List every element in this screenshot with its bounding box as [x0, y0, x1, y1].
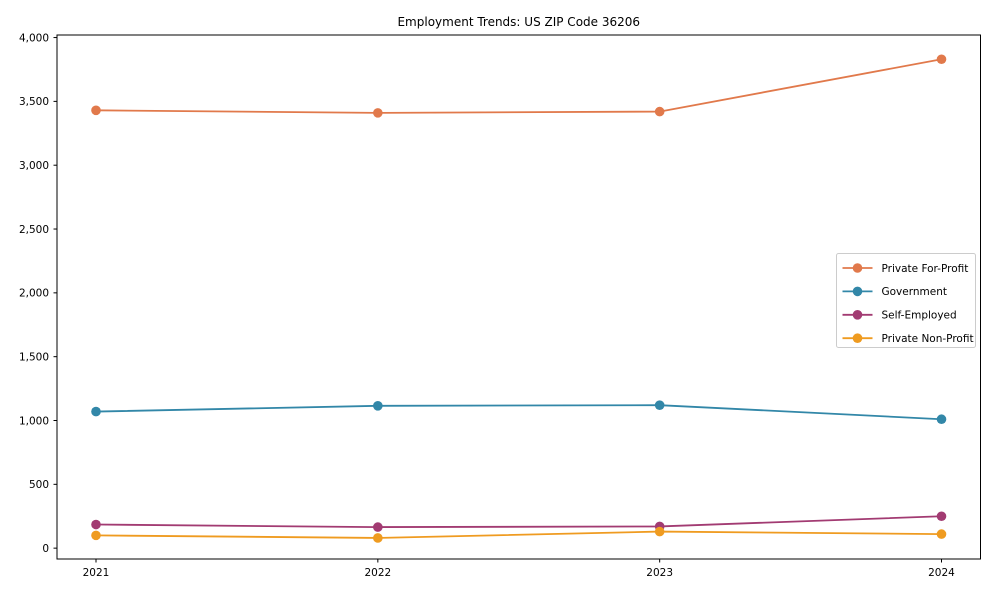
series-marker-private-for-profit — [91, 105, 101, 116]
y-axis-tick-label: 1,000 — [19, 415, 49, 427]
series-marker-private-non-profit — [91, 530, 101, 541]
chart-title: Employment Trends: US ZIP Code 36206 — [397, 15, 640, 29]
legend-marker-private-for-profit — [852, 263, 863, 273]
legend-label-government: Government — [882, 286, 947, 298]
series-marker-government — [936, 414, 947, 425]
legend-marker-private-non-profit — [852, 333, 863, 344]
y-axis-tick-label: 3,500 — [19, 96, 49, 108]
plot-area-border — [56, 34, 981, 560]
legend-marker-self-employed — [852, 310, 863, 320]
series-marker-government — [654, 400, 665, 410]
series-marker-government — [373, 401, 383, 411]
y-axis-tick-label: 4,000 — [19, 32, 49, 44]
series-marker-private-non-profit — [373, 533, 383, 543]
y-axis-tick-label: 3,000 — [19, 160, 49, 172]
series-marker-government — [91, 406, 101, 417]
series-line-private-non-profit — [95, 530, 942, 539]
y-axis-tick-label: 0 — [42, 543, 49, 555]
series-marker-private-for-profit — [936, 54, 947, 65]
x-axis-tick-label: 2024 — [928, 567, 955, 579]
legend-label-self-employed: Self-Employed — [882, 310, 957, 322]
y-axis-tick-label: 1,500 — [19, 351, 49, 363]
series-marker-private-for-profit — [373, 108, 383, 118]
series-line-government — [95, 404, 942, 421]
series-line-private-for-profit — [95, 58, 942, 114]
series-marker-private-non-profit — [936, 529, 947, 539]
series-marker-private-for-profit — [654, 106, 665, 117]
series-marker-private-non-profit — [654, 526, 665, 537]
x-axis-tick-label: 2023 — [646, 567, 673, 579]
x-axis-tick-label: 2022 — [364, 567, 391, 579]
y-axis-tick-label: 2,000 — [19, 288, 49, 300]
legend-marker-government — [852, 286, 863, 297]
y-axis-tick-label: 2,500 — [19, 224, 49, 236]
series-marker-self-employed — [91, 519, 101, 530]
series-line-self-employed — [95, 515, 942, 528]
series-marker-self-employed — [936, 511, 947, 522]
x-axis-tick-label: 2021 — [83, 567, 110, 579]
legend-box — [836, 253, 976, 348]
legend-label-private-for-profit: Private For-Profit — [882, 263, 969, 275]
legend-label-private-non-profit: Private Non-Profit — [882, 333, 974, 345]
series-marker-self-employed — [373, 522, 383, 532]
y-axis-tick-label: 500 — [29, 479, 49, 491]
